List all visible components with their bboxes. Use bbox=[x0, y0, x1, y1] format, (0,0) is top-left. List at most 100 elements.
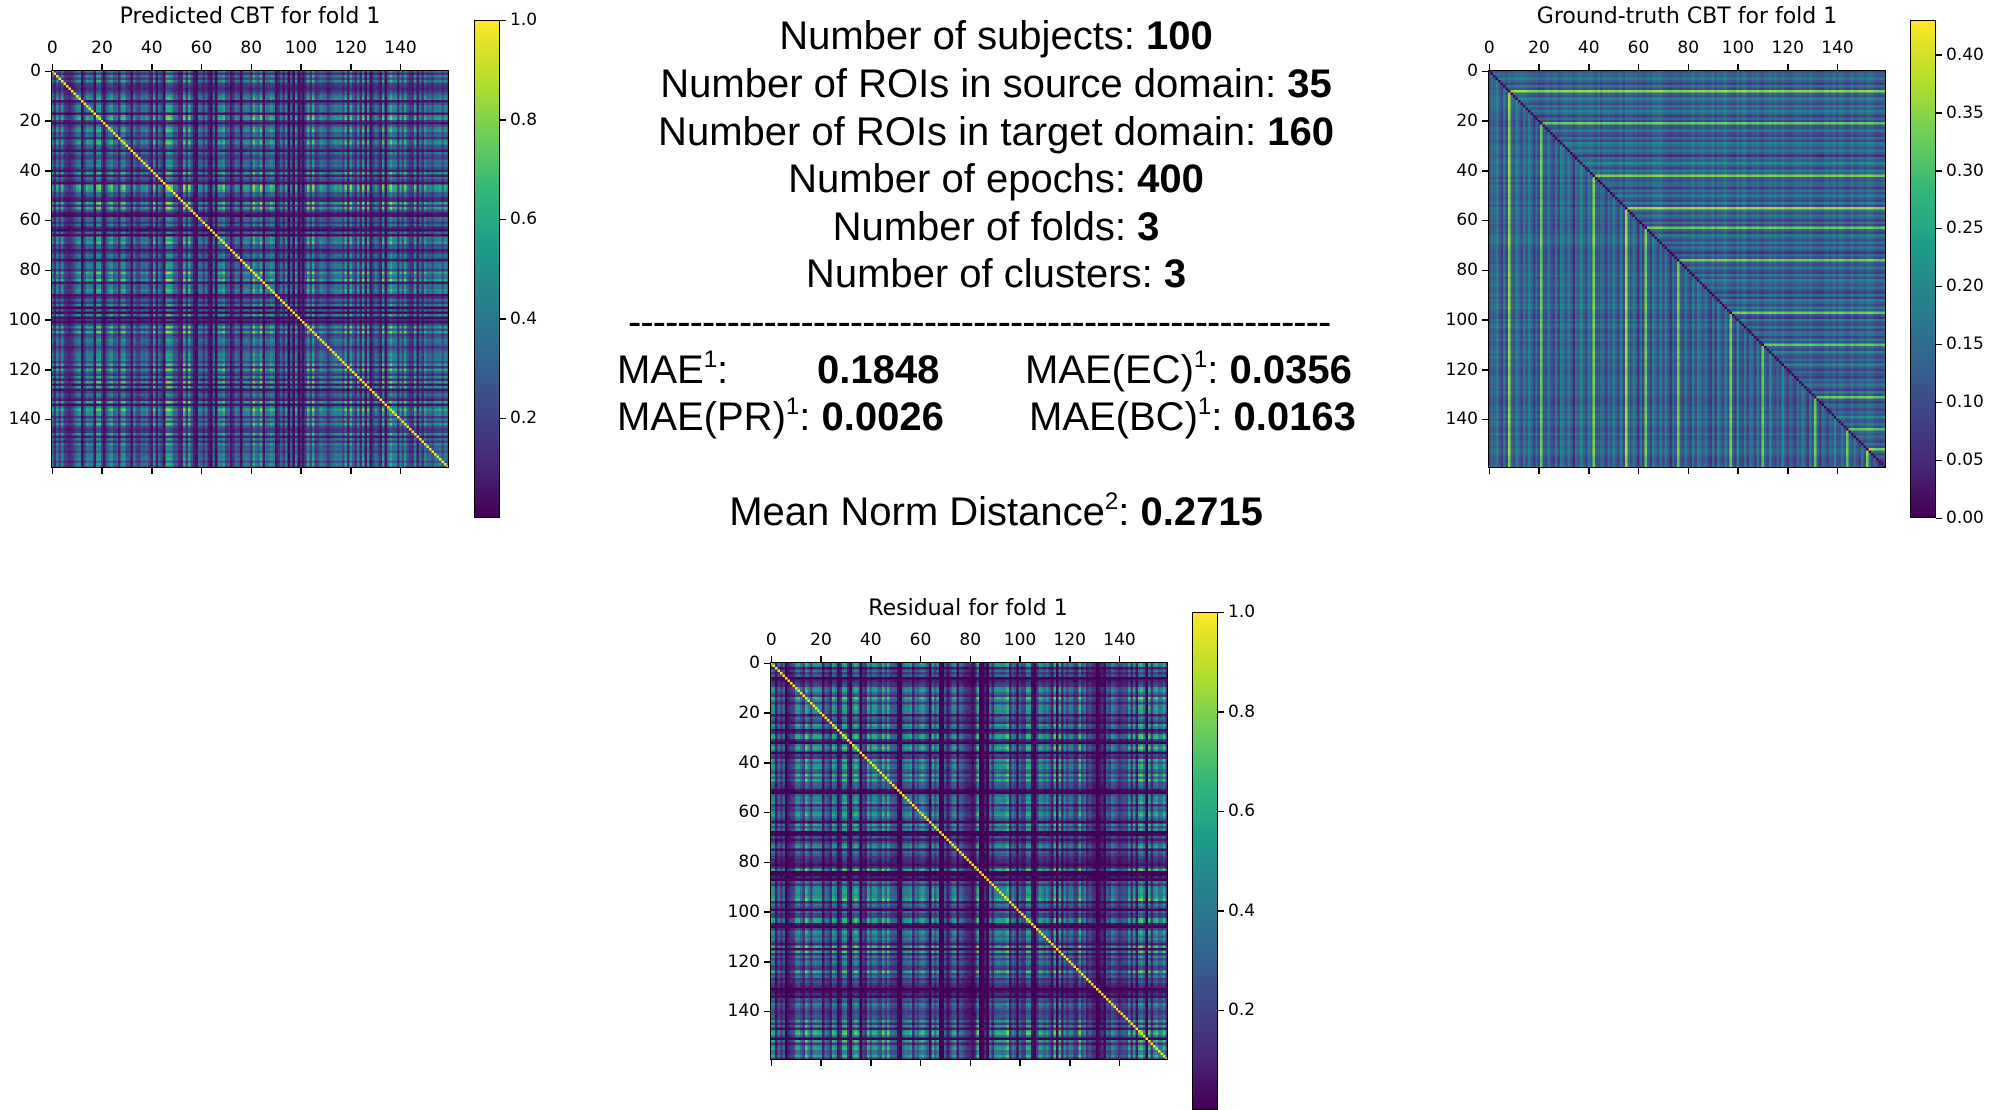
x-tick-label: 60 bbox=[190, 38, 213, 58]
x-tick-label: 120 bbox=[1771, 38, 1804, 58]
y-tick-label: 80 bbox=[1456, 260, 1478, 281]
x-tick-label: 20 bbox=[810, 630, 832, 650]
colorbar-tick-label: 0.2 bbox=[1228, 1000, 1256, 1021]
metric-mean-norm-distance: Mean Norm Distance2: 0.2715 bbox=[729, 488, 1263, 534]
x-tick-mark-bottom bbox=[151, 468, 153, 474]
colorbar-tick-label: 0.10 bbox=[1946, 392, 1984, 413]
y-tick-mark bbox=[764, 961, 770, 963]
x-tick-label: 100 bbox=[1721, 38, 1755, 58]
y-tick-mark bbox=[764, 861, 770, 864]
y-tick-label: 40 bbox=[738, 752, 760, 773]
y-tick-mark bbox=[1482, 319, 1488, 321]
x-tick-label: 80 bbox=[240, 38, 263, 58]
x-tick-label: 0 bbox=[46, 38, 58, 58]
colorbar-tick-mark bbox=[1936, 112, 1942, 114]
y-tick-label: 100 bbox=[1445, 309, 1478, 330]
x-tick-label: 60 bbox=[1627, 38, 1650, 58]
x-tick-mark-bottom bbox=[969, 1060, 972, 1066]
x-tick-label: 100 bbox=[1003, 630, 1037, 650]
colorbar-tick-label: 0.2 bbox=[510, 408, 538, 429]
x-tick-label: 0 bbox=[1483, 38, 1495, 58]
colorbar-tick-label: 1.0 bbox=[510, 10, 538, 30]
metric-mae-value: 0.1848 bbox=[817, 348, 940, 392]
colorbar-tick-label: 0.4 bbox=[1228, 900, 1256, 921]
x-tick-mark-bottom bbox=[1836, 468, 1839, 474]
stat-source-rois: Number of ROIs in source domain: 35 bbox=[660, 62, 1332, 106]
y-tick-label: 80 bbox=[738, 852, 760, 873]
x-tick-label: 80 bbox=[1677, 38, 1700, 58]
x-tick-mark bbox=[151, 64, 153, 70]
y-tick-label: 20 bbox=[19, 110, 41, 131]
y-tick-label: 140 bbox=[1445, 409, 1478, 430]
colorbar-tick-mark bbox=[1936, 227, 1942, 230]
x-tick-label: 40 bbox=[1577, 38, 1600, 58]
colorbar-tick-label: 0.25 bbox=[1946, 218, 1984, 239]
y-tick-label: 60 bbox=[738, 802, 760, 823]
colorbar bbox=[474, 20, 500, 518]
y-tick-mark bbox=[1482, 70, 1488, 73]
colorbar-tick-mark bbox=[1936, 459, 1942, 462]
x-tick-mark-bottom bbox=[51, 468, 54, 474]
y-tick-label: 20 bbox=[1456, 110, 1478, 131]
y-tick-label: 140 bbox=[8, 409, 41, 430]
chart-title: Ground-truth CBT for fold 1 bbox=[1536, 4, 1838, 29]
x-tick-mark bbox=[820, 656, 822, 662]
x-tick-label: 20 bbox=[1528, 38, 1550, 58]
y-tick-mark bbox=[45, 170, 51, 172]
x-tick-mark-bottom bbox=[919, 1060, 922, 1066]
separator-line: ----------------------------------------… bbox=[628, 300, 1331, 344]
y-tick-label: 0 bbox=[30, 61, 41, 82]
y-tick-mark bbox=[1482, 369, 1488, 371]
x-tick-mark bbox=[399, 64, 402, 70]
y-tick-label: 60 bbox=[1456, 210, 1478, 231]
metric-mae-bc: MAE(BC)1: 0.0163 bbox=[1029, 393, 1356, 439]
x-tick-mark-bottom bbox=[1118, 1060, 1121, 1066]
x-tick-mark-bottom bbox=[870, 1060, 872, 1066]
chart-title: Residual for fold 1 bbox=[868, 596, 1068, 621]
y-tick-mark bbox=[1482, 120, 1488, 122]
y-tick-label: 0 bbox=[749, 653, 760, 674]
stat-target-rois: Number of ROIs in target domain: 160 bbox=[658, 110, 1334, 154]
x-tick-mark bbox=[1488, 64, 1491, 70]
colorbar bbox=[1192, 612, 1218, 1110]
stat-epochs: Number of epochs: 400 bbox=[788, 157, 1204, 201]
colorbar-tick-label: 0.6 bbox=[1228, 801, 1256, 822]
y-tick-label: 80 bbox=[19, 260, 41, 281]
y-tick-mark bbox=[764, 911, 770, 913]
x-tick-mark-bottom bbox=[1687, 468, 1690, 474]
x-tick-mark-bottom bbox=[1538, 468, 1540, 474]
heatmap-predicted bbox=[51, 70, 449, 468]
colorbar-tick-mark bbox=[1936, 285, 1942, 288]
y-tick-label: 100 bbox=[727, 901, 760, 922]
colorbar-tick-mark bbox=[1218, 810, 1224, 813]
x-tick-label: 20 bbox=[91, 38, 113, 58]
x-tick-label: 140 bbox=[1103, 630, 1136, 650]
heatmap-residual bbox=[770, 662, 1168, 1060]
x-tick-mark bbox=[250, 64, 253, 70]
y-tick-mark bbox=[764, 762, 770, 764]
x-tick-mark-bottom bbox=[1588, 468, 1590, 474]
x-tick-mark-bottom bbox=[1787, 468, 1789, 474]
y-tick-mark bbox=[45, 319, 51, 321]
colorbar-tick-mark bbox=[1218, 711, 1224, 713]
colorbar-tick-mark bbox=[1936, 170, 1942, 172]
stat-clusters: Number of clusters: 3 bbox=[805, 252, 1187, 296]
y-tick-label: 40 bbox=[1456, 160, 1478, 181]
y-tick-mark bbox=[764, 662, 770, 665]
x-tick-label: 140 bbox=[384, 38, 417, 58]
colorbar-tick-mark bbox=[1936, 517, 1942, 519]
y-tick-label: 140 bbox=[727, 1001, 760, 1022]
colorbar-tick-label: 0.20 bbox=[1946, 276, 1984, 297]
colorbar-tick-label: 0.8 bbox=[510, 109, 538, 130]
colorbar-tick-label: 0.40 bbox=[1946, 44, 1984, 65]
colorbar-tick-mark bbox=[1936, 343, 1942, 346]
x-tick-mark bbox=[770, 656, 773, 662]
x-tick-mark-bottom bbox=[250, 468, 253, 474]
colorbar-tick-label: 0.6 bbox=[510, 209, 538, 230]
colorbar-tick-label: 0.05 bbox=[1946, 450, 1984, 471]
x-tick-mark bbox=[101, 64, 103, 70]
y-tick-mark bbox=[1482, 219, 1488, 222]
y-tick-mark bbox=[764, 1010, 770, 1013]
colorbar-tick-label: 1.0 bbox=[1228, 602, 1256, 622]
x-tick-label: 120 bbox=[1053, 630, 1086, 650]
